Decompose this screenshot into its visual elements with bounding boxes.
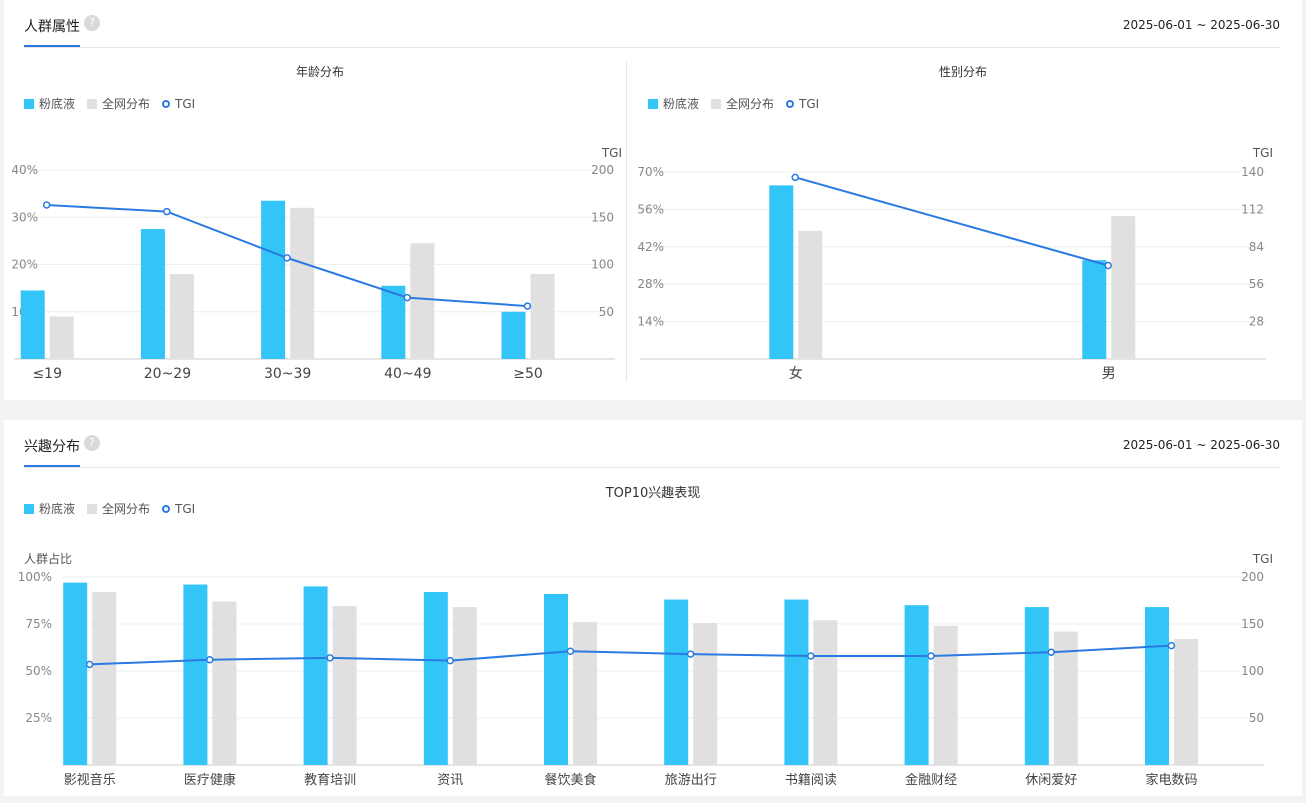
help-icon[interactable]: ?: [84, 435, 100, 451]
legend-fans-swatch: [24, 503, 34, 514]
active-tab-underline: [24, 45, 80, 47]
legend-tgi-circle-icon: [162, 504, 171, 513]
date-range: 2025-06-01 ~ 2025-06-30: [1122, 18, 1280, 32]
section-title-crowd-attributes[interactable]: 人群属性: [24, 19, 80, 35]
age-chart-legend: 粉底液 全网分布 TGI: [24, 95, 207, 112]
legend-tgi-label: TGI: [175, 501, 196, 516]
legend-network-swatch: [87, 98, 98, 109]
legend-fans[interactable]: 粉底液: [24, 500, 75, 517]
legend-network[interactable]: 全网分布: [711, 95, 774, 112]
interest-chart-title: TOP10兴趣表现: [605, 486, 701, 501]
legend-network-label: 全网分布: [726, 97, 775, 111]
legend-network-label: 全网分布: [102, 502, 151, 516]
legend-tgi-circle-icon: [786, 99, 795, 108]
legend-tgi[interactable]: TGI: [786, 97, 819, 111]
date-range: 2025-06-01 ~ 2025-06-30: [1122, 438, 1280, 452]
section-title-interest-distribution[interactable]: 兴趣分布: [24, 439, 80, 455]
legend-tgi[interactable]: TGI: [162, 502, 195, 516]
active-tab-underline: [24, 465, 80, 467]
legend-network-swatch: [87, 503, 98, 514]
gender-chart-title: 性别分布: [938, 65, 987, 79]
crowd-attributes-panel: 人群属性 ? 2025-06-01 ~ 2025-06-30 年龄分布 粉底液 …: [4, 0, 1302, 400]
help-icon[interactable]: ?: [84, 15, 100, 31]
legend-network-label: 全网分布: [102, 97, 151, 111]
header-divider: [24, 467, 1280, 468]
legend-tgi[interactable]: TGI: [162, 97, 195, 111]
legend-fans-label: 粉底液: [39, 97, 76, 111]
legend-network[interactable]: 全网分布: [87, 95, 150, 112]
legend-tgi-label: TGI: [799, 96, 820, 111]
interest-distribution-panel: 兴趣分布 ? 2025-06-01 ~ 2025-06-30 TOP10兴趣表现…: [4, 420, 1302, 796]
interest-chart-legend: 粉底液 全网分布 TGI: [24, 500, 207, 517]
legend-fans-label: 粉底液: [663, 97, 700, 111]
legend-network-swatch: [711, 98, 722, 109]
age-chart-title: 年龄分布: [295, 65, 344, 79]
legend-fans-swatch: [648, 98, 658, 109]
legend-fans-swatch: [24, 98, 34, 109]
legend-network[interactable]: 全网分布: [87, 500, 150, 517]
legend-fans[interactable]: 粉底液: [648, 95, 699, 112]
chart-separator: [626, 62, 627, 382]
legend-fans[interactable]: 粉底液: [24, 95, 75, 112]
header-divider: [24, 47, 1280, 48]
legend-fans-label: 粉底液: [39, 502, 76, 516]
legend-tgi-label: TGI: [175, 96, 196, 111]
legend-tgi-circle-icon: [162, 99, 171, 108]
gender-chart-legend: 粉底液 全网分布 TGI: [648, 95, 831, 112]
